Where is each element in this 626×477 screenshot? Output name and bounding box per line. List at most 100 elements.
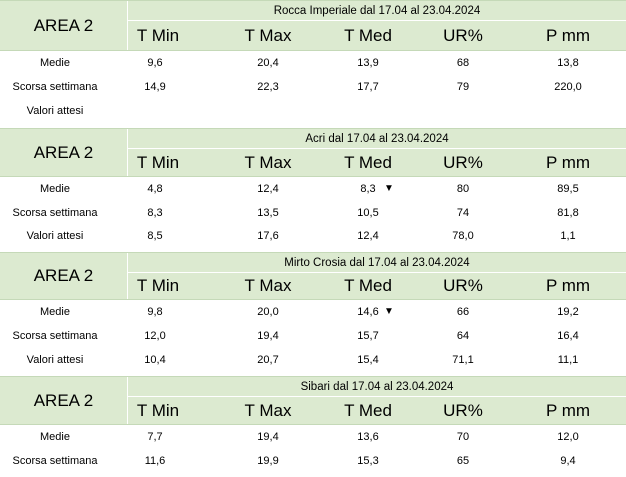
cell-ur: 68 bbox=[456, 57, 470, 69]
table-header: AREA 2 Rocca Imperiale dal 17.04 al 23.0… bbox=[0, 0, 626, 51]
col-tmax: T Max bbox=[244, 152, 292, 172]
table-row: Medie 7,7 19,4 13,6 70 12,0 bbox=[0, 425, 626, 449]
table-row: Valori attesi bbox=[0, 99, 626, 123]
cell-tmin: 8,5 bbox=[147, 230, 163, 242]
table-row: Valori attesi 8,5 17,6 12,4 78,0 1,1 bbox=[0, 224, 626, 248]
cell-pmm: 13,8 bbox=[557, 57, 579, 69]
cell-pmm: 16,4 bbox=[557, 330, 579, 342]
cell-pmm: 11,1 bbox=[557, 354, 579, 366]
cell-tmax: 19,4 bbox=[257, 431, 279, 443]
table-header: AREA 2 Sibari dal 17.04 al 23.04.2024 T … bbox=[0, 376, 626, 425]
col-pmm: P mm bbox=[545, 152, 591, 172]
cell-tmed: 15,4 bbox=[357, 354, 379, 366]
col-pmm: P mm bbox=[545, 276, 591, 295]
cell-tmin: 12,0 bbox=[144, 330, 166, 342]
cell-tmax: 17,6 bbox=[257, 230, 279, 242]
cell-tmax: 12,4 bbox=[257, 183, 279, 195]
col-ur: UR% bbox=[443, 400, 483, 420]
row-label: Valori attesi bbox=[26, 105, 84, 117]
col-tmin: T Min bbox=[136, 400, 180, 420]
area-label: AREA 2 bbox=[0, 377, 128, 424]
row-label: Medie bbox=[40, 306, 70, 318]
col-tmed: T Med bbox=[344, 276, 392, 295]
cell-tmax: 19,9 bbox=[257, 455, 279, 467]
cell-tmin: 9,6 bbox=[147, 57, 163, 69]
cell-tmax: 20,7 bbox=[257, 354, 279, 366]
col-tmax: T Max bbox=[244, 276, 292, 295]
row-label: Scorsa settimana bbox=[12, 207, 98, 219]
cell-tmax: 19,4 bbox=[257, 330, 279, 342]
cell-tmin: 9,8 bbox=[147, 306, 163, 318]
col-tmax: T Max bbox=[244, 25, 292, 45]
table-row: Scorsa settimana 14,9 22,3 17,7 79 220,0 bbox=[0, 75, 626, 99]
col-ur: UR% bbox=[443, 25, 483, 45]
table-row: Scorsa settimana 11,6 19,9 15,3 65 9,4 bbox=[0, 449, 626, 473]
cell-tmed: 8,3 bbox=[360, 183, 376, 195]
table-row: Scorsa settimana 8,3 13,5 10,5 74 81,8 bbox=[0, 201, 626, 225]
col-tmin: T Min bbox=[136, 25, 180, 45]
col-pmm: P mm bbox=[545, 400, 591, 420]
cell-tmin: 8,3 bbox=[147, 207, 163, 219]
cell-ur: 79 bbox=[456, 81, 470, 93]
cell-ur: 80 bbox=[456, 183, 470, 195]
down-triangle-icon: ▼ bbox=[384, 306, 394, 317]
cell-tmed: 17,7 bbox=[357, 81, 379, 93]
cell-tmin: 14,9 bbox=[144, 81, 166, 93]
table-title: Rocca Imperiale dal 17.04 al 23.04.2024 bbox=[128, 1, 626, 21]
cell-tmin: 11,6 bbox=[144, 455, 166, 467]
table-row: Valori attesi 10,4 20,7 15,4 71,1 11,1 bbox=[0, 348, 626, 372]
cell-pmm: 220,0 bbox=[554, 81, 582, 93]
row-label: Scorsa settimana bbox=[12, 81, 98, 93]
row-label: Medie bbox=[40, 183, 70, 195]
table-row: Medie 9,6 20,4 13,9 68 13,8 bbox=[0, 51, 626, 75]
down-triangle-icon: ▼ bbox=[384, 183, 394, 194]
col-tmed: T Med bbox=[344, 400, 392, 420]
cell-tmax: 20,4 bbox=[257, 57, 279, 69]
cell-ur: 66 bbox=[456, 306, 470, 318]
col-tmax: T Max bbox=[244, 400, 292, 420]
cell-pmm: 81,8 bbox=[557, 207, 579, 219]
table-title: Acri dal 17.04 al 23.04.2024 bbox=[128, 129, 626, 149]
cell-ur: 78,0 bbox=[452, 230, 474, 242]
cell-ur: 64 bbox=[456, 330, 470, 342]
table-row: Medie 9,8 20,0 14,6 ▼ 66 19,2 bbox=[0, 300, 626, 324]
cell-tmed: 12,4 bbox=[357, 230, 379, 242]
cell-ur: 74 bbox=[456, 207, 470, 219]
table-row: Medie 4,8 12,4 8,3 ▼ 80 89,5 bbox=[0, 177, 626, 201]
cell-tmin: 10,4 bbox=[144, 354, 166, 366]
cell-tmed: 13,6 bbox=[357, 431, 379, 443]
table-header: AREA 2 Mirto Crosia dal 17.04 al 23.04.2… bbox=[0, 252, 626, 300]
table-header: AREA 2 Acri dal 17.04 al 23.04.2024 T Mi… bbox=[0, 128, 626, 177]
col-ur: UR% bbox=[443, 276, 483, 295]
cell-ur: 70 bbox=[456, 431, 470, 443]
cell-tmed: 13,9 bbox=[357, 57, 379, 69]
cell-tmax: 22,3 bbox=[257, 81, 279, 93]
cell-pmm: 19,2 bbox=[557, 306, 579, 318]
cell-ur: 65 bbox=[456, 455, 470, 467]
cell-tmin: 7,7 bbox=[147, 431, 163, 443]
station-table-acri: AREA 2 Acri dal 17.04 al 23.04.2024 T Mi… bbox=[0, 128, 626, 248]
cell-tmax: 13,5 bbox=[257, 207, 279, 219]
row-label: Valori attesi bbox=[26, 354, 84, 366]
row-label: Valori attesi bbox=[26, 230, 84, 242]
cell-pmm: 89,5 bbox=[557, 183, 579, 195]
area-label: AREA 2 bbox=[0, 1, 128, 50]
station-table-sibari: AREA 2 Sibari dal 17.04 al 23.04.2024 T … bbox=[0, 376, 626, 476]
cell-ur: 71,1 bbox=[452, 354, 474, 366]
row-label: Scorsa settimana bbox=[12, 330, 98, 342]
cell-tmed: 15,3 bbox=[357, 455, 379, 467]
col-tmed: T Med bbox=[344, 152, 392, 172]
col-tmin: T Min bbox=[136, 152, 180, 172]
col-pmm: P mm bbox=[545, 25, 591, 45]
cell-tmin: 4,8 bbox=[147, 183, 163, 195]
area-label: AREA 2 bbox=[0, 253, 128, 299]
cell-pmm: 12,0 bbox=[557, 431, 579, 443]
cell-pmm: 9,4 bbox=[560, 455, 576, 467]
row-label: Medie bbox=[40, 57, 70, 69]
col-ur: UR% bbox=[443, 152, 483, 172]
cell-pmm: 1,1 bbox=[560, 230, 576, 242]
table-title: Sibari dal 17.04 al 23.04.2024 bbox=[128, 377, 626, 397]
row-label: Medie bbox=[40, 431, 70, 443]
station-table-rocca-imperiale: AREA 2 Rocca Imperiale dal 17.04 al 23.0… bbox=[0, 0, 626, 123]
area-label: AREA 2 bbox=[0, 129, 128, 176]
